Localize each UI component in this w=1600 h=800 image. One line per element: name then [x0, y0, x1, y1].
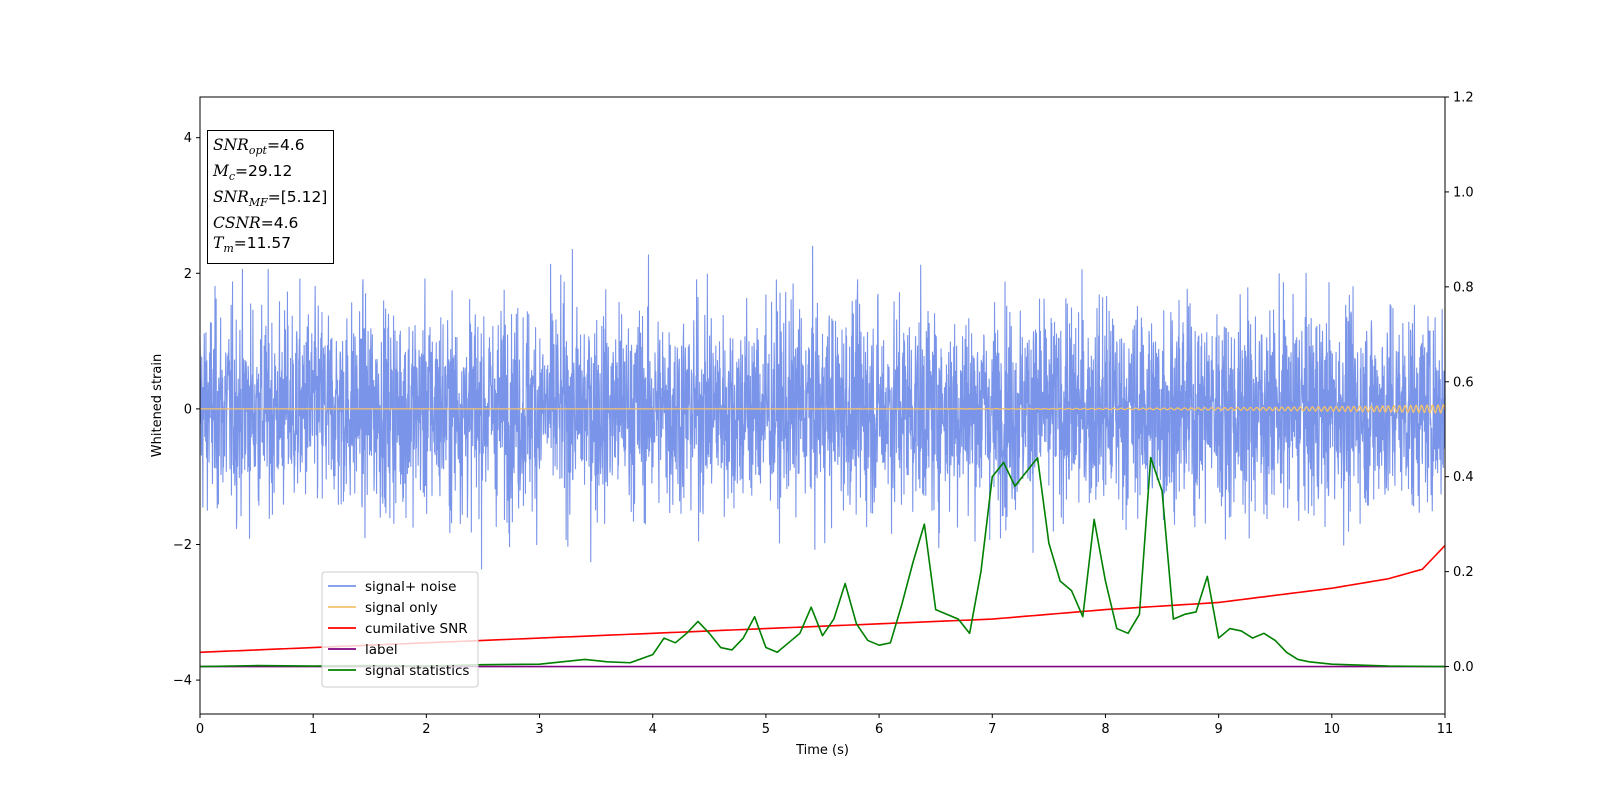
snr-mf-value: =[5.12]	[267, 188, 328, 207]
y-tick-label: 0	[184, 402, 192, 417]
y-axis-left: 4 2 0 −2 −4	[173, 131, 200, 689]
mc-symbol: M	[213, 162, 229, 181]
y-tick-label: −2	[173, 538, 192, 553]
y2-tick-label: 1.2	[1453, 91, 1474, 106]
x-axis-label: Time (s)	[795, 743, 849, 758]
signal-plus-noise-series	[199, 245, 1446, 570]
y2-tick-label: 0.4	[1453, 470, 1474, 485]
x-tick-label: 9	[1214, 722, 1222, 737]
y2-tick-label: 0.0	[1453, 660, 1474, 675]
legend-box	[321, 571, 479, 688]
snr-mf-line: SNRMF=[5.12]	[213, 187, 327, 213]
y-axis-label: Whitened strain	[150, 354, 165, 457]
csnr-symbol: CSNR	[213, 214, 261, 233]
mc-line: Mc=29.12	[213, 161, 327, 187]
y2-tick-label: 0.6	[1453, 375, 1474, 390]
x-tick-label: 7	[988, 722, 996, 737]
x-tick-label: 2	[422, 722, 430, 737]
mc-subscript: c	[228, 170, 236, 184]
legend-label: signal only	[365, 600, 438, 616]
x-tick-label: 0	[196, 722, 204, 737]
legend: signal+ noise signal only cumilative SNR la…	[321, 571, 479, 688]
y2-tick-label: 0.8	[1453, 280, 1474, 295]
parameter-annotation-box: SNRopt=4.6 Mc=29.12 SNRMF=[5.12] CSNR=4.…	[207, 130, 335, 265]
x-tick-label: 11	[1437, 722, 1454, 737]
x-axis: 0 1 2 3 4 5 6 7 8 9 10 11	[196, 714, 1453, 737]
y2-tick-label: 1.0	[1453, 185, 1474, 200]
y-axis-right: 0.0 0.2 0.4 0.6 0.8 1.0 1.2	[1445, 91, 1474, 675]
snr-opt-symbol: SNR	[213, 136, 249, 154]
signal-plus-noise-line	[199, 245, 1446, 570]
legend-label: signal+ noise	[365, 579, 456, 595]
csnr-line: CSNR=4.6	[213, 213, 327, 233]
mc-value: =29.12	[235, 162, 293, 181]
tm-value: =11.57	[233, 234, 292, 253]
csnr-value: =4.6	[260, 214, 299, 233]
legend-label: cumilative SNR	[365, 621, 468, 637]
y2-tick-label: 0.2	[1453, 565, 1474, 580]
y-tick-label: 4	[184, 131, 192, 146]
y-tick-label: −4	[173, 674, 192, 689]
x-tick-label: 5	[762, 722, 770, 737]
snr-opt-subscript: opt	[248, 144, 267, 158]
tm-line: Tm=11.57	[213, 233, 327, 259]
x-tick-label: 8	[1101, 722, 1109, 737]
signal-only-series	[200, 403, 1446, 414]
snr-opt-line: SNRopt=4.6	[213, 135, 327, 161]
x-tick-label: 10	[1324, 722, 1341, 737]
legend-label: signal statistics	[365, 663, 469, 679]
y-tick-label: 2	[184, 267, 192, 282]
x-tick-label: 3	[535, 722, 543, 737]
tm-symbol: T	[213, 234, 224, 253]
legend-label: label	[365, 642, 398, 658]
x-tick-label: 1	[309, 722, 317, 737]
x-tick-label: 4	[649, 722, 657, 737]
signal-statistics-line	[199, 456, 1446, 668]
tm-subscript: m	[223, 242, 234, 256]
snr-mf-subscript: MF	[248, 196, 268, 210]
plot-frame	[199, 96, 1446, 715]
signal-only-line	[200, 403, 1446, 414]
snr-opt-value: =4.6	[266, 136, 305, 154]
snr-mf-symbol: SNR	[213, 188, 249, 207]
signal-statistics-series	[199, 456, 1446, 668]
x-tick-label: 6	[875, 722, 883, 737]
